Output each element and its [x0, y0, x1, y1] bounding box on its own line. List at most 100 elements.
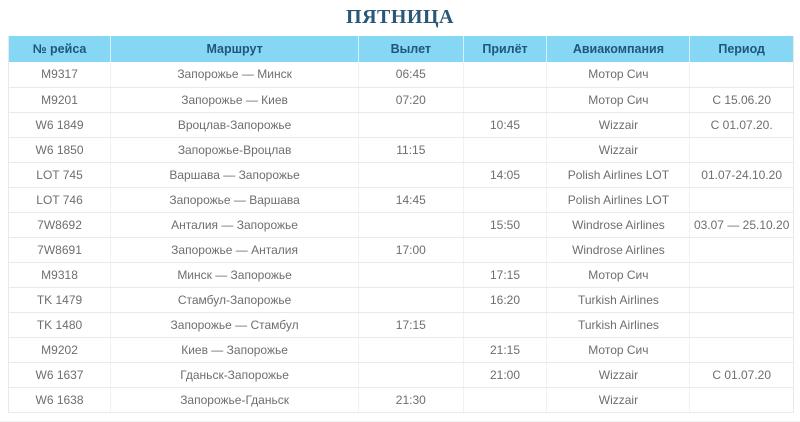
cell-period — [689, 262, 794, 288]
cell-route: Гданьск-Запорожье — [110, 362, 360, 388]
table-row: W6 1850 Запорожье-Вроцлав 11:15 Wizzair — [8, 137, 794, 163]
cell-departure: 06:45 — [358, 62, 464, 88]
column-header-arrival: Прилёт — [463, 36, 548, 62]
table-row: W6 1849 Вроцлав-Запорожье 10:45 Wizzair С 01… — [8, 112, 794, 138]
cell-airline: Мотор Сич — [546, 262, 691, 288]
cell-route: Запорожье-Гданьск — [110, 387, 360, 413]
cell-period — [689, 312, 794, 338]
cell-flight: W6 1849 — [8, 112, 112, 138]
cell-airline: Turkish Airlines — [546, 312, 691, 338]
cell-airline: Windrose Airlines — [546, 237, 691, 263]
table-row: 7W8691 Запорожье — Анталия 17:00 Windrose A… — [8, 237, 794, 263]
table-row: 7W8692 Анталия — Запорожье 15:50 Windrose A… — [8, 212, 794, 238]
cell-route: Варшава — Запорожье — [110, 162, 360, 188]
cell-flight: M9201 — [8, 87, 112, 113]
cell-flight: 7W8692 — [8, 212, 112, 238]
cell-departure: 21:30 — [358, 387, 464, 413]
cell-arrival — [463, 87, 548, 113]
cell-period: 01.07-24.10.20 — [689, 162, 794, 188]
column-header-flight: № рейса — [8, 36, 112, 62]
column-header-route: Маршрут — [110, 36, 360, 62]
cell-route: Запорожье-Вроцлав — [110, 137, 360, 163]
flight-schedule-table: № рейса Маршрут Вылет Прилёт Авиакомпания Пер… — [8, 36, 794, 413]
cell-arrival — [463, 187, 548, 213]
table-row: TK 1479 Стамбул-Запорожье 16:20 Turkish Air… — [8, 287, 794, 313]
cell-departure — [358, 212, 464, 238]
cell-airline: Windrose Airlines — [546, 212, 691, 238]
cell-arrival — [463, 62, 548, 88]
cell-departure: 14:45 — [358, 187, 464, 213]
cell-period — [689, 137, 794, 163]
cell-flight: M9202 — [8, 337, 112, 363]
cell-route: Минск — Запорожье — [110, 262, 360, 288]
table-row: LOT 746 Запорожье — Варшава 14:45 Polish Ai… — [8, 187, 794, 213]
column-header-departure: Вылет — [358, 36, 464, 62]
cell-arrival — [463, 387, 548, 413]
table-row: M9317 Запорожье — Минск 06:45 Мотор Сич — [8, 62, 794, 88]
cell-period: 03.07 — 25.10.20 — [689, 212, 794, 238]
cell-airline: Turkish Airlines — [546, 287, 691, 313]
column-header-airline: Авиакомпания — [546, 36, 691, 62]
cell-route: Анталия — Запорожье — [110, 212, 360, 238]
cell-route: Запорожье — Анталия — [110, 237, 360, 263]
table-row: W6 1637 Гданьск-Запорожье 21:00 Wizzair С 01… — [8, 362, 794, 388]
table-row: LOT 745 Варшава — Запорожье 14:05 Polish Ai… — [8, 162, 794, 188]
column-header-period: Период — [689, 36, 794, 62]
cell-departure: 07:20 — [358, 87, 464, 113]
cell-departure — [358, 162, 464, 188]
cell-airline: Wizzair — [546, 362, 691, 388]
cell-departure: 17:15 — [358, 312, 464, 338]
cell-airline: Wizzair — [546, 387, 691, 413]
cell-airline: Мотор Сич — [546, 87, 691, 113]
cell-departure: 11:15 — [358, 137, 464, 163]
cell-arrival: 10:45 — [463, 112, 548, 138]
table-row: M9318 Минск — Запорожье 17:15 Мотор Сич — [8, 262, 794, 288]
cell-route: Запорожье — Варшава — [110, 187, 360, 213]
cell-period — [689, 387, 794, 413]
cell-route: Киев — Запорожье — [110, 337, 360, 363]
cell-arrival: 21:00 — [463, 362, 548, 388]
cell-arrival — [463, 237, 548, 263]
cell-arrival: 15:50 — [463, 212, 548, 238]
cell-flight: TK 1480 — [8, 312, 112, 338]
cell-airline: Polish Airlines LOT — [546, 162, 691, 188]
cell-period: С 15.06.20 — [689, 87, 794, 113]
cell-flight: TK 1479 — [8, 287, 112, 313]
cell-departure: 17:00 — [358, 237, 464, 263]
cell-route: Стамбул-Запорожье — [110, 287, 360, 313]
cell-flight: LOT 746 — [8, 187, 112, 213]
table-row: W6 1638 Запорожье-Гданьск 21:30 Wizzair — [8, 387, 794, 413]
cell-arrival: 16:20 — [463, 287, 548, 313]
cell-flight: M9318 — [8, 262, 112, 288]
cell-departure — [358, 337, 464, 363]
cell-flight: W6 1850 — [8, 137, 112, 163]
cell-flight: W6 1637 — [8, 362, 112, 388]
cell-arrival: 14:05 — [463, 162, 548, 188]
cell-airline: Wizzair — [546, 137, 691, 163]
cell-arrival: 17:15 — [463, 262, 548, 288]
cell-period: С 01.07.20 — [689, 362, 794, 388]
cell-departure — [358, 112, 464, 138]
table-body: M9317 Запорожье — Минск 06:45 Мотор Сич M920… — [8, 62, 794, 413]
cell-route: Запорожье — Стамбул — [110, 312, 360, 338]
cell-period — [689, 187, 794, 213]
cell-airline: Мотор Сич — [546, 62, 691, 88]
cell-period — [689, 62, 794, 88]
cell-airline: Polish Airlines LOT — [546, 187, 691, 213]
cell-route: Вроцлав-Запорожье — [110, 112, 360, 138]
flight-schedule-table-container: № рейса Маршрут Вылет Прилёт Авиакомпания Пер… — [8, 36, 794, 413]
cell-period — [689, 337, 794, 363]
cell-departure — [358, 262, 464, 288]
cell-arrival — [463, 312, 548, 338]
cell-arrival: 21:15 — [463, 337, 548, 363]
table-row: M9201 Запорожье — Киев 07:20 Мотор Сич С 15.… — [8, 87, 794, 113]
cell-flight: 7W8691 — [8, 237, 112, 263]
cell-arrival — [463, 137, 548, 163]
cell-period — [689, 237, 794, 263]
table-row: M9202 Киев — Запорожье 21:15 Мотор Сич — [8, 337, 794, 363]
cell-departure — [358, 287, 464, 313]
table-row: TK 1480 Запорожье — Стамбул 17:15 Turkish A… — [8, 312, 794, 338]
table-header: № рейса Маршрут Вылет Прилёт Авиакомпания Пер… — [8, 36, 794, 62]
cell-period — [689, 287, 794, 313]
table-header-row: № рейса Маршрут Вылет Прилёт Авиакомпания Пер… — [8, 36, 794, 62]
